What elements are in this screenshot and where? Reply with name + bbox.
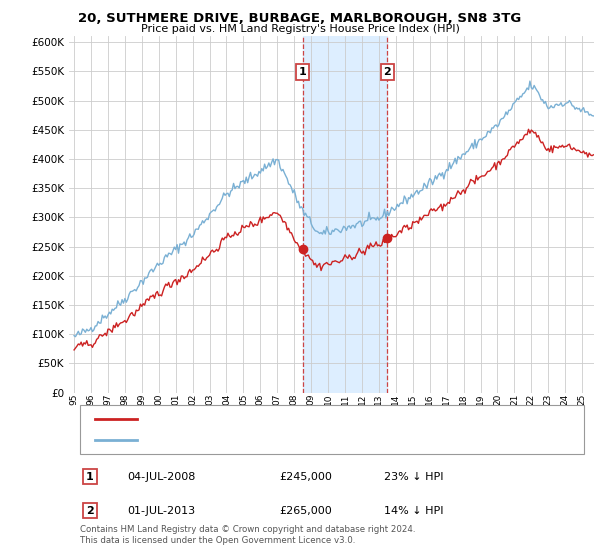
Text: 14% ↓ HPI: 14% ↓ HPI (384, 506, 443, 516)
Text: £265,000: £265,000 (279, 506, 332, 516)
Text: 04-JUL-2008: 04-JUL-2008 (127, 472, 195, 482)
Text: £245,000: £245,000 (279, 472, 332, 482)
Text: Price paid vs. HM Land Registry's House Price Index (HPI): Price paid vs. HM Land Registry's House … (140, 24, 460, 34)
Text: 20, SUTHMERE DRIVE, BURBAGE, MARLBOROUGH, SN8 3TG: 20, SUTHMERE DRIVE, BURBAGE, MARLBOROUGH… (79, 12, 521, 25)
Text: 2: 2 (383, 67, 391, 77)
Text: 23% ↓ HPI: 23% ↓ HPI (384, 472, 443, 482)
Text: 1: 1 (299, 67, 307, 77)
Text: 2: 2 (86, 506, 94, 516)
Bar (303, 36, 388, 393)
Text: 01-JUL-2013: 01-JUL-2013 (127, 506, 195, 516)
Text: 1: 1 (86, 472, 94, 482)
FancyBboxPatch shape (79, 405, 583, 454)
Text: 20, SUTHMERE DRIVE, BURBAGE, MARLBOROUGH, SN8 3TG (detached house): 20, SUTHMERE DRIVE, BURBAGE, MARLBOROUGH… (148, 414, 530, 424)
Text: HPI: Average price, detached house, Wiltshire: HPI: Average price, detached house, Wilt… (148, 436, 371, 445)
Text: Contains HM Land Registry data © Crown copyright and database right 2024.
This d: Contains HM Land Registry data © Crown c… (79, 525, 415, 545)
